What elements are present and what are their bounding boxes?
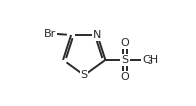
Text: S: S	[122, 55, 129, 65]
Text: N: N	[93, 30, 102, 40]
Text: O: O	[121, 72, 129, 82]
Text: Br: Br	[44, 29, 56, 39]
Text: O: O	[121, 38, 129, 48]
Text: CH: CH	[142, 55, 158, 65]
Text: S: S	[81, 70, 88, 80]
Text: 3: 3	[148, 57, 153, 66]
